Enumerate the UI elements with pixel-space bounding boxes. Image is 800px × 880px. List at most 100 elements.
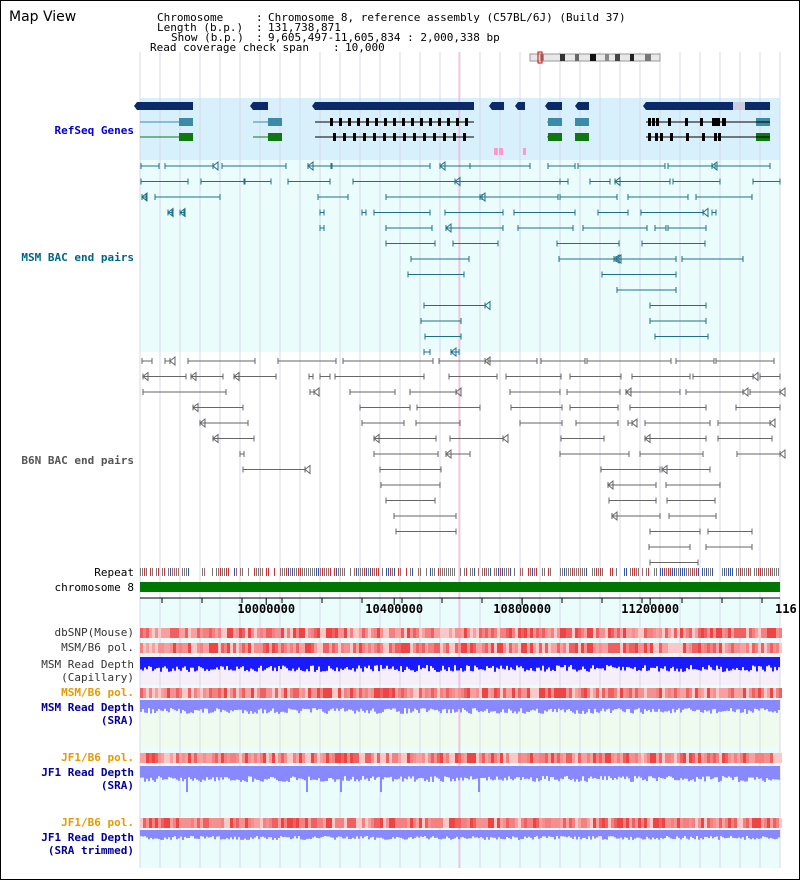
depth-bar: [324, 700, 326, 713]
pol-cell: [350, 818, 353, 828]
depth-bar: [304, 657, 306, 672]
pol-cell: [299, 688, 302, 698]
gene-arrow: [312, 102, 315, 110]
refseq-genes-label[interactable]: RefSeq Genes: [54, 124, 134, 137]
pol-cell: [686, 753, 689, 763]
gene-exon: [423, 133, 426, 141]
length-key: Length (b.p.): [157, 21, 244, 34]
pol-cell: [629, 688, 632, 698]
depth-bar: [202, 830, 204, 837]
depth-bar: [268, 700, 270, 713]
pol-cell: [626, 688, 629, 698]
depth-bar: [354, 657, 356, 672]
depth-bar: [366, 830, 368, 837]
pol-cell: [368, 688, 371, 698]
pol-cell: [665, 753, 668, 763]
depth-bar: [158, 766, 160, 777]
depth-bar: [422, 700, 424, 709]
depth-bar: [502, 657, 504, 669]
dbsnp-cell: [338, 628, 341, 638]
depth-bar: [386, 830, 388, 840]
pol-cell: [638, 643, 641, 653]
pol-cell: [725, 688, 728, 698]
pol-cell: [749, 818, 752, 828]
pol-cell: [308, 753, 311, 763]
repeat-mark: [430, 568, 431, 576]
dbsnp-cell: [320, 628, 323, 638]
pol-cell: [155, 643, 158, 653]
repeat-mark: [426, 568, 427, 576]
pol-cell: [749, 688, 752, 698]
pol-cell: [158, 818, 161, 828]
repeat-mark: [336, 568, 337, 576]
depth-bar: [558, 700, 560, 709]
depth-bar: [656, 830, 658, 839]
pol-cell: [440, 643, 443, 653]
pol-cell: [752, 643, 755, 653]
depth-bar: [638, 766, 640, 777]
dbsnp-cell: [653, 628, 656, 638]
depth-bar: [404, 766, 406, 779]
repeat-mark: [220, 568, 221, 576]
pol-cell: [503, 643, 506, 653]
bac-arrow: [644, 433, 651, 444]
pol-cell: [680, 818, 683, 828]
depth-bar: [340, 830, 342, 837]
depth-bar: [562, 657, 564, 668]
depth-bar: [706, 700, 708, 712]
dbsnp-cell: [218, 628, 221, 638]
depth-bar: [776, 700, 778, 713]
pol-cell: [257, 688, 260, 698]
pol-cell: [605, 818, 608, 828]
pol-cell: [413, 688, 416, 698]
pol-cell: [632, 688, 635, 698]
pol-cell: [410, 643, 413, 653]
pol-cell: [596, 688, 599, 698]
dbsnp-cell: [494, 628, 497, 638]
pol-cell: [659, 643, 662, 653]
pol-cell: [725, 818, 728, 828]
depth-bar: [142, 766, 144, 778]
pol-cell: [545, 818, 548, 828]
pol-cell: [536, 688, 539, 698]
pol-cell: [692, 818, 695, 828]
depth-bar: [322, 700, 324, 712]
pol-cell: [206, 818, 209, 828]
pol-cell: [191, 818, 194, 828]
pol-cell: [314, 688, 317, 698]
pol-cell: [764, 818, 767, 828]
depth-bar: [418, 657, 420, 666]
depth-bar: [238, 700, 240, 710]
depth-bar: [576, 766, 578, 780]
dbsnp-cell: [419, 628, 422, 638]
depth-bar: [232, 830, 234, 840]
depth-bar: [206, 700, 208, 709]
dbsnp-cell: [731, 628, 734, 638]
depth-bar: [404, 700, 406, 709]
depth-bar: [424, 766, 426, 782]
pol-cell: [146, 753, 149, 763]
pol-cell: [749, 643, 752, 653]
depth-bar: [438, 700, 440, 712]
depth-bar: [406, 700, 408, 714]
depth-bar: [184, 766, 186, 780]
depth-bar: [680, 700, 682, 713]
repeat-mark: [490, 568, 491, 576]
pol-cell: [362, 643, 365, 653]
pol-cell: [248, 688, 251, 698]
depth-bar: [308, 657, 310, 672]
pol-cell: [773, 753, 776, 763]
depth-bar: [456, 700, 458, 712]
pol-cell: [647, 753, 650, 763]
dbsnp-cell: [758, 628, 761, 638]
depth-bar: [196, 830, 198, 839]
repeat-mark: [770, 568, 771, 576]
msm-bac-label[interactable]: MSM BAC end pairs: [21, 251, 134, 264]
depth-bar: [770, 766, 772, 781]
depth-bar: [236, 766, 238, 780]
b6n-bac-label[interactable]: B6N BAC end pairs: [21, 454, 134, 467]
pol-cell: [353, 643, 356, 653]
dbsnp-cell: [386, 628, 389, 638]
depth-bar: [674, 830, 676, 840]
